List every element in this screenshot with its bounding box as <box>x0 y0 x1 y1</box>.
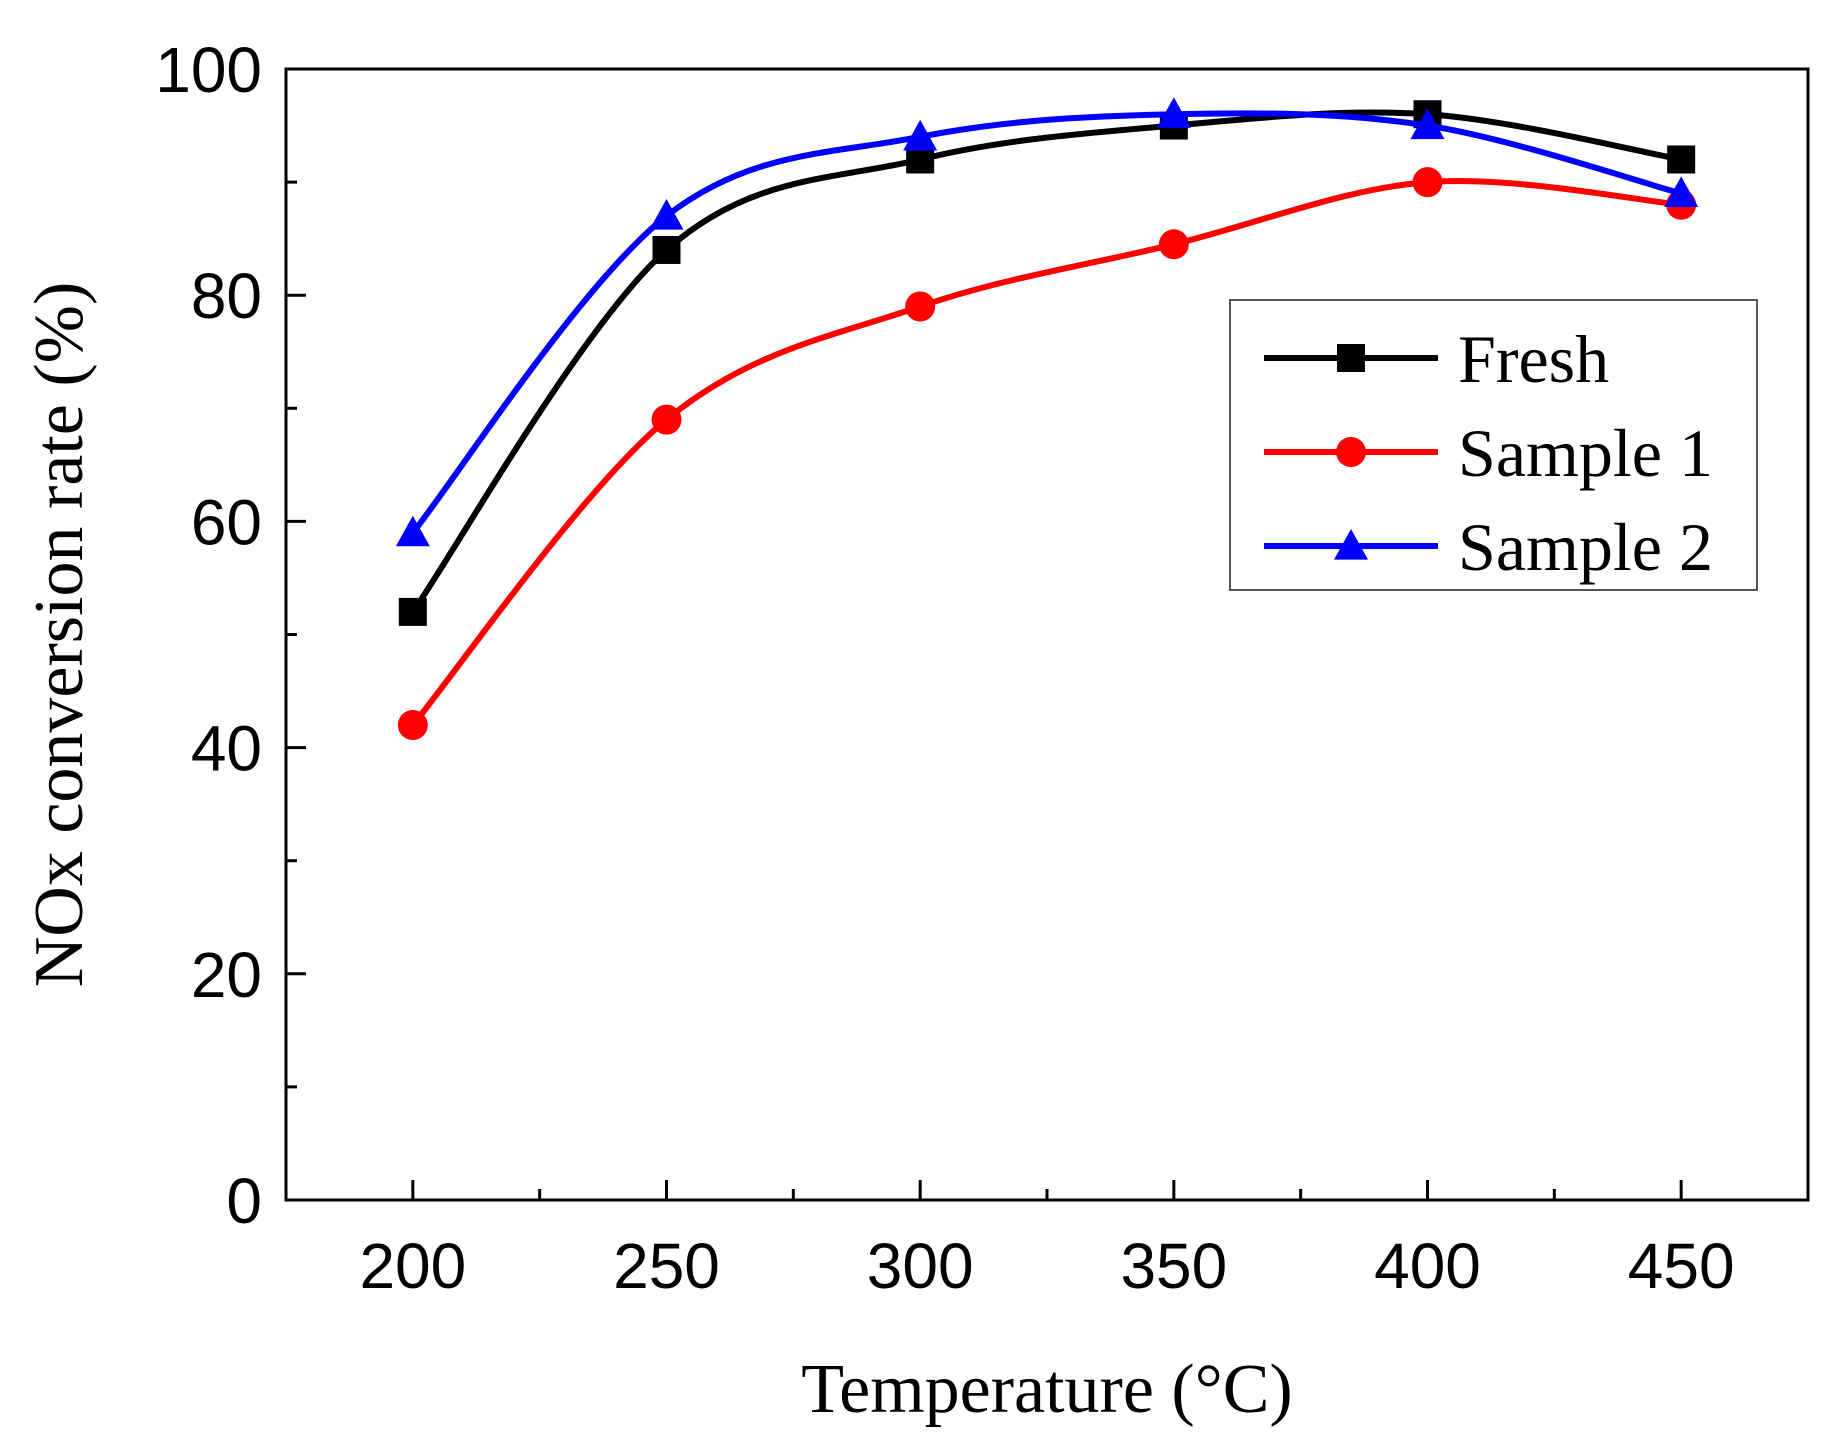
x-tick-label-300: 300 <box>867 1230 974 1302</box>
point-sample-2-450 <box>1664 176 1699 208</box>
plot-frame <box>284 67 1810 1202</box>
x-axis-title: Temperature (°C) <box>801 1351 1292 1428</box>
point-sample-2-400 <box>1410 108 1445 140</box>
series-line-sample-1 <box>410 178 1682 727</box>
legend-label-sample-1: Sample 1 <box>1458 415 1713 491</box>
point-sample-1-250 <box>651 404 682 435</box>
series-line-fresh <box>410 109 1682 614</box>
series-layer <box>395 97 1699 740</box>
legend-label-fresh: Fresh <box>1458 321 1609 397</box>
point-fresh-250 <box>652 235 681 264</box>
point-fresh-450 <box>1667 145 1696 174</box>
y-tick-label-100: 100 <box>155 34 262 106</box>
point-sample-1-350 <box>1158 229 1189 260</box>
point-sample-1-300 <box>905 291 936 322</box>
legend: Fresh Sample 1 Sample 2 <box>1229 299 1758 591</box>
y-tick-label-60: 60 <box>191 486 262 558</box>
point-sample-2-250 <box>649 199 684 230</box>
series-sample-2 <box>395 97 1699 547</box>
point-sample-1-400 <box>1412 167 1443 198</box>
y-tick-label-20: 20 <box>191 939 262 1011</box>
axes: 200 250 300 350 400 450 0 20 40 60 80 100 <box>155 34 1810 1302</box>
y-tick-label-80: 80 <box>191 260 262 332</box>
x-tick-label-350: 350 <box>1120 1230 1227 1302</box>
x-tick-label-400: 400 <box>1374 1230 1481 1302</box>
y-tick-label-0: 0 <box>226 1165 262 1237</box>
point-sample-2-200 <box>395 515 430 547</box>
x-tick-label-250: 250 <box>613 1230 720 1302</box>
point-sample-2-350 <box>1156 97 1191 128</box>
y-axis-title: NOx conversion rate (%) <box>21 282 98 988</box>
point-sample-1-200 <box>397 709 428 740</box>
legend-label-sample-2: Sample 2 <box>1458 509 1713 585</box>
x-tick-label-450: 450 <box>1628 1230 1735 1302</box>
legend-box <box>1229 299 1758 591</box>
x-tick-label-200: 200 <box>359 1230 466 1302</box>
point-sample-2-300 <box>903 119 938 151</box>
legend-marker-fresh <box>1337 344 1365 372</box>
legend-marker-sample-1 <box>1336 437 1366 467</box>
y-tick-label-40: 40 <box>191 713 262 785</box>
series-line-sample-2 <box>410 110 1682 535</box>
point-fresh-200 <box>398 597 427 626</box>
legend-marker-sample-2 <box>1334 529 1368 560</box>
